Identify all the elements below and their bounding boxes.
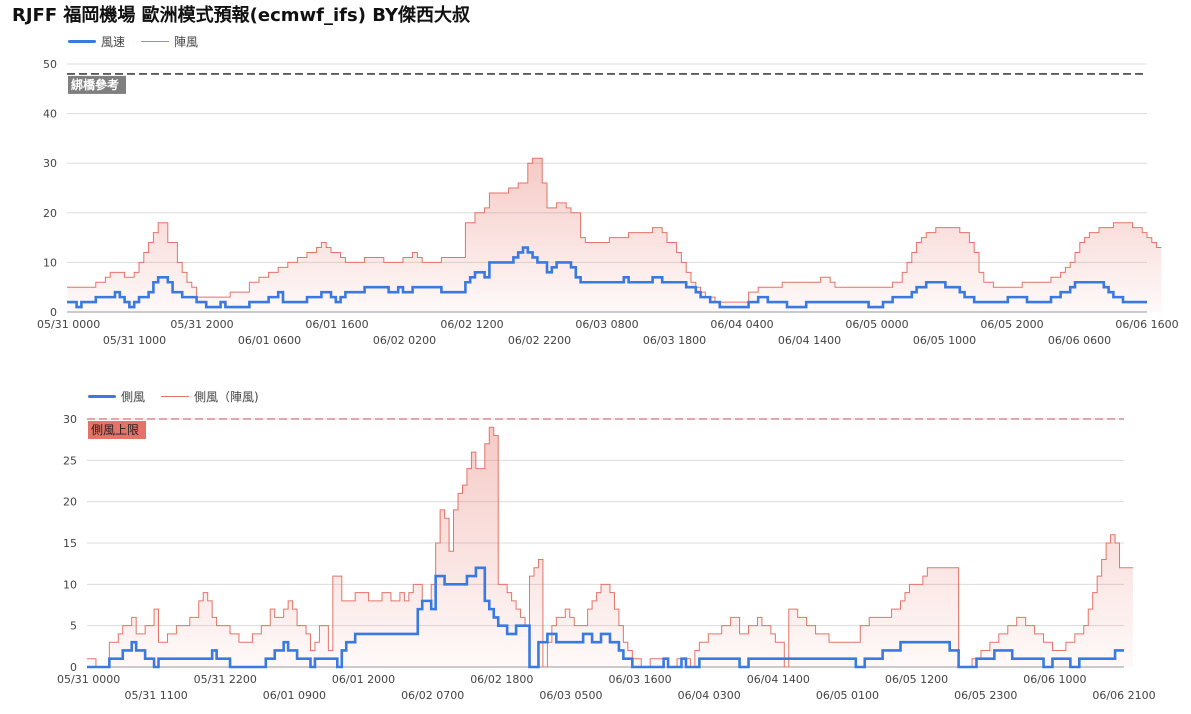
crosswind-chart: 0 5 10 15 20 25 30 05/31 0000 05/31 1100 05/31 22…	[57, 413, 1156, 702]
reference-label: 綁橋參考	[71, 77, 119, 92]
y-tick-label: 40	[43, 108, 57, 121]
chart2-legend: 側風 側風（陣風)	[88, 388, 259, 405]
legend-crosswind-gust-swatch	[161, 396, 190, 397]
legend-gust-swatch	[141, 41, 170, 42]
y-tick-label: 5	[70, 620, 77, 633]
x-tick-label: 06/03 0800	[575, 318, 638, 331]
x-tick-label: 06/02 0200	[373, 334, 436, 347]
speed-line	[87, 566, 1124, 669]
x-tick-label: 06/01 0900	[263, 689, 326, 702]
x-tick-label: 06/02 0700	[401, 689, 464, 702]
gust-line	[67, 157, 1162, 303]
x-tick-label: 06/06 1000	[1023, 673, 1086, 686]
x-tick-label: 05/31 0000	[37, 318, 100, 331]
x-tick-label: 06/04 0400	[710, 318, 773, 331]
y-tick-label: 0	[70, 661, 77, 674]
x-tick-label: 06/02 2200	[508, 334, 571, 347]
legend-gust[interactable]: 陣風	[141, 33, 198, 50]
y-tick-label: 20	[43, 207, 57, 220]
x-tick-label: 06/06 0600	[1048, 334, 1111, 347]
y-tick-label: 0	[50, 306, 57, 319]
x-tick-label: 06/03 1800	[643, 334, 706, 347]
x-tick-label: 06/05 1200	[885, 673, 948, 686]
x-tick-label: 05/31 2000	[170, 318, 233, 331]
x-tick-label: 06/02 1800	[470, 673, 533, 686]
x-tick-label: 06/05 2000	[980, 318, 1043, 331]
x-tick-label: 05/31 0000	[57, 673, 120, 686]
x-tick-label: 06/02 1200	[440, 318, 503, 331]
x-tick-label: 06/03 1600	[608, 673, 671, 686]
y-tick-label: 15	[63, 537, 77, 550]
x-tick-label: 06/03 0500	[539, 689, 602, 702]
gust-area	[87, 427, 1133, 667]
legend-wind-speed-label: 風速	[101, 35, 126, 49]
legend-gust-label: 陣風	[174, 35, 199, 49]
gust-line	[87, 426, 1133, 668]
x-tick-label: 06/01 2000	[332, 673, 395, 686]
legend-crosswind-swatch	[88, 395, 116, 398]
reference-label-bg	[68, 75, 126, 94]
x-tick-label: 06/06 2100	[1092, 689, 1155, 702]
x-tick-label: 06/04 0300	[678, 689, 741, 702]
x-tick-label: 05/31 1000	[103, 334, 166, 347]
chart1-legend: 風速 陣風	[68, 33, 198, 50]
speed-line	[67, 246, 1147, 309]
x-tick-label: 06/01 0600	[238, 334, 301, 347]
x-tick-label: 06/06 1600	[1115, 318, 1178, 331]
x-tick-label: 06/04 1400	[778, 334, 841, 347]
legend-crosswind-gust-label: 側風（陣風)	[194, 390, 259, 404]
x-tick-label: 06/05 2300	[954, 689, 1017, 702]
x-tick-label: 06/05 1000	[913, 334, 976, 347]
x-tick-label: 06/01 1600	[305, 318, 368, 331]
x-tick-label: 05/31 2200	[194, 673, 257, 686]
y-tick-label: 25	[63, 454, 77, 467]
y-tick-label: 20	[63, 496, 77, 509]
y-tick-label: 50	[43, 58, 57, 71]
legend-wind-speed[interactable]: 風速	[68, 33, 125, 50]
y-tick-label: 30	[43, 157, 57, 170]
x-tick-label: 06/05 0100	[816, 689, 879, 702]
legend-crosswind-gust[interactable]: 側風（陣風)	[161, 388, 259, 405]
reference-label-bg	[88, 421, 146, 439]
x-tick-label: 06/04 1400	[747, 673, 810, 686]
y-tick-label: 30	[63, 413, 77, 426]
gust-area	[67, 158, 1162, 312]
y-tick-label: 10	[63, 578, 77, 591]
page-title: RJFF 福岡機場 歐洲模式預報(ecmwf_ifs) BY傑西大叔	[12, 5, 470, 26]
reference-label: 側風上限	[91, 423, 139, 437]
legend-wind-speed-swatch	[68, 40, 96, 43]
legend-crosswind-label: 側風	[121, 390, 146, 404]
y-tick-label: 10	[43, 256, 57, 269]
legend-crosswind[interactable]: 側風	[88, 388, 145, 405]
x-tick-label: 05/31 1100	[125, 689, 188, 702]
x-tick-label: 06/05 0000	[845, 318, 908, 331]
